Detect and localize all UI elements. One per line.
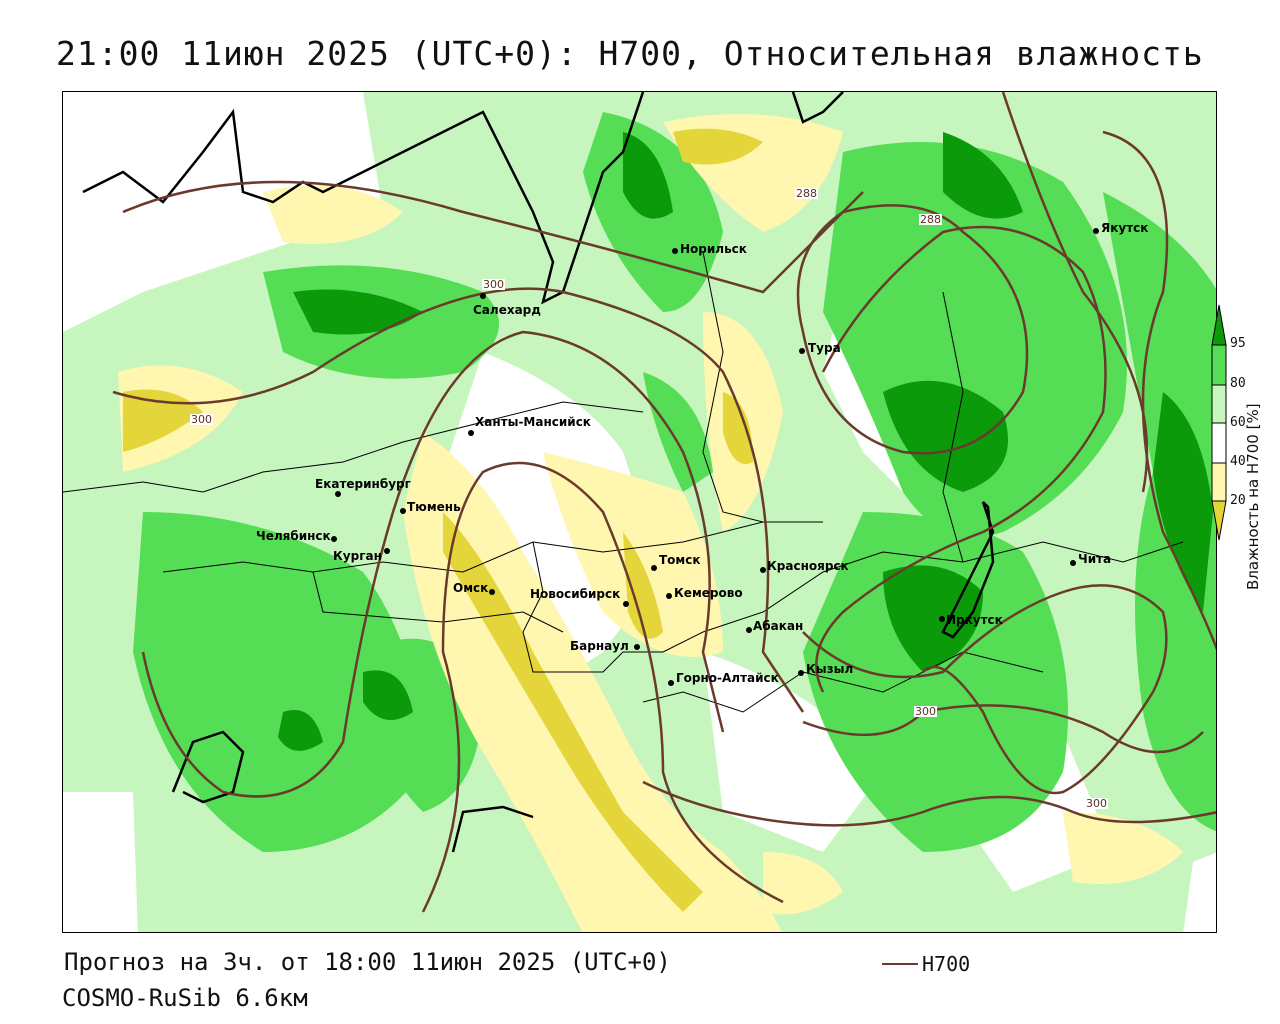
city-kurgan: Курган: [333, 549, 382, 563]
legend-tick: 95: [1230, 336, 1246, 351]
city-dot: [1093, 228, 1099, 234]
city-abakan: Абакан: [753, 619, 804, 633]
city-chita: Чита: [1078, 552, 1112, 566]
contour-label: 288: [795, 187, 818, 200]
map-canvas: [63, 92, 1216, 932]
city-kemerovo: Кемерово: [674, 586, 743, 600]
city-dot: [799, 348, 805, 354]
city-dot: [480, 293, 486, 299]
city-dot: [939, 616, 945, 622]
city-dot: [331, 536, 337, 542]
legend-tick: 80: [1230, 376, 1246, 391]
city-irkutsk: Иркутск: [946, 613, 1003, 627]
legend-title: Влажность на H700 [%]: [1244, 403, 1262, 590]
city-dot: [468, 430, 474, 436]
city-tura: Тура: [808, 341, 841, 355]
city-dot: [760, 567, 766, 573]
city-dot: [798, 670, 804, 676]
contour-label: 288: [919, 213, 942, 226]
city-dot: [623, 601, 629, 607]
city-ekaterinburg: Екатеринбург: [315, 477, 411, 491]
contour-label: 300: [190, 413, 213, 426]
city-chelyabinsk: Челябинск: [256, 529, 331, 543]
city-dot: [489, 589, 495, 595]
city-dot: [400, 508, 406, 514]
contour-label: 300: [914, 705, 937, 718]
legend-tick: 20: [1230, 493, 1246, 508]
humidity-80-95: [278, 132, 1213, 751]
humidity-legend: 95 80 60 40 20: [1200, 300, 1280, 550]
city-gorno-altaysk: Горно-Алтайск: [676, 671, 779, 685]
contour-key: H700: [882, 952, 970, 976]
city-khanty-mansiysk: Ханты-Мансийск: [475, 415, 591, 429]
legend-tick: 60: [1230, 415, 1246, 430]
map-title: 21:00 11июн 2025 (UTC+0): H700, Относите…: [56, 34, 1204, 73]
city-dot: [672, 248, 678, 254]
forecast-info: Прогноз на 3ч. от 18:00 11июн 2025 (UTC+…: [64, 948, 671, 976]
model-name: COSMO-RuSib 6.6км: [62, 984, 308, 1012]
city-tomsk: Томск: [659, 553, 701, 567]
city-norilsk: Норильск: [680, 242, 747, 256]
city-novosibirsk: Новосибирск: [530, 587, 621, 601]
city-dot: [666, 593, 672, 599]
city-barnaul: Барнаул: [570, 639, 629, 653]
city-kyzyl: Кызыл: [806, 662, 854, 676]
humidity-0-20: [123, 128, 763, 912]
contour-label: 300: [1085, 797, 1108, 810]
colorbar: [1211, 304, 1227, 541]
contour-line-swatch: [882, 963, 918, 965]
city-salekhard: Салехард: [473, 303, 541, 317]
city-dot: [634, 644, 640, 650]
city-krasnoyarsk: Красноярск: [767, 559, 849, 573]
contour-key-label: H700: [922, 952, 971, 976]
city-dot: [746, 627, 752, 633]
city-dot: [1070, 560, 1076, 566]
city-dot: [651, 565, 657, 571]
city-yakutsk: Якутск: [1101, 221, 1149, 235]
city-dot: [335, 491, 341, 497]
region-borders: [63, 251, 1184, 713]
coastlines: [82, 92, 995, 853]
city-tyumen: Тюмень: [407, 500, 461, 514]
city-dot: [384, 548, 390, 554]
h700-contours: [112, 92, 1216, 913]
contour-label: 300: [482, 278, 505, 291]
city-omsk: Омск: [453, 581, 489, 595]
legend-tick: 40: [1230, 454, 1246, 469]
city-dot: [668, 680, 674, 686]
humidity-map: 288 288 300 300 300 300 Салехард Норильс…: [62, 91, 1217, 933]
